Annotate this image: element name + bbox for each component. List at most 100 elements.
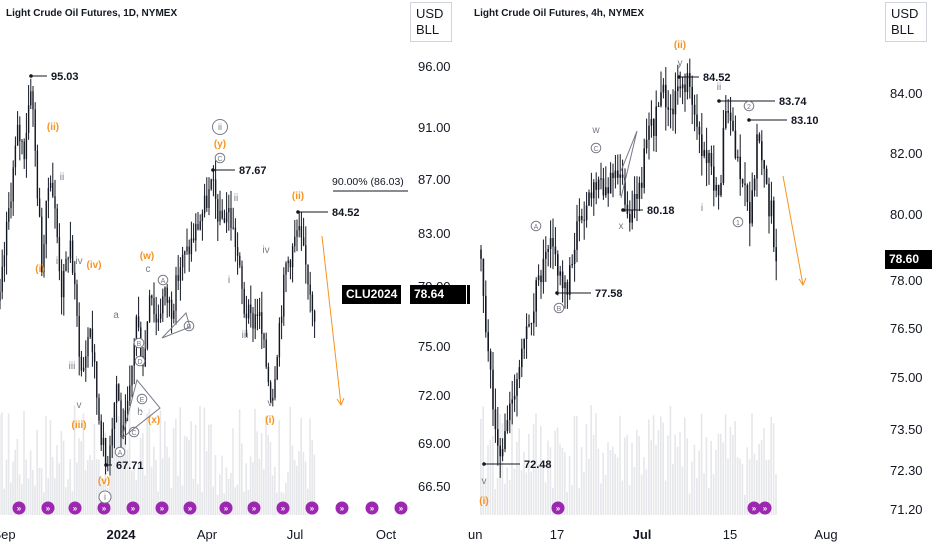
- unit-currency: USD: [891, 6, 919, 21]
- candle-body: [283, 274, 285, 317]
- candle-body: [713, 166, 715, 191]
- volume-bar: [523, 451, 525, 515]
- last-price-tag: 78.60: [885, 250, 932, 269]
- volume-bar: [736, 457, 739, 515]
- candle-body: [221, 210, 223, 219]
- candle-body: [753, 178, 756, 191]
- daily-chart-panel[interactable]: 96.0091.0087.0083.0079.0075.0072.0069.00…: [0, 0, 470, 550]
- volume-bar: [760, 440, 763, 515]
- candle-body: [689, 73, 691, 87]
- candle-body: [294, 236, 296, 247]
- four-hour-chart-panel[interactable]: 84.00 82.00 80.00 78.00 76.50 75.00 73.50 72.30…: [466, 0, 932, 550]
- volume-bar: [285, 482, 287, 515]
- volume-bar: [179, 407, 181, 515]
- candle-body: [241, 265, 243, 289]
- volume-bar: [32, 469, 34, 515]
- price-axis-tick: 72.30: [890, 463, 923, 478]
- volume-bar: [739, 458, 741, 515]
- volume-bar: [27, 478, 30, 515]
- wave-label-gray: i: [56, 256, 58, 267]
- volume-bar: [271, 475, 274, 515]
- volume-bar: [696, 478, 698, 515]
- candle-body: [588, 192, 590, 206]
- candle-body: [113, 402, 116, 429]
- candle-body: [285, 263, 287, 275]
- volume-bar: [93, 424, 96, 515]
- candle-body: [175, 275, 177, 311]
- candle-body: [614, 170, 617, 179]
- unit-measure: BLL: [891, 22, 915, 37]
- volume-bar: [540, 426, 542, 515]
- volume-bar: [91, 460, 93, 515]
- candle-body: [650, 119, 653, 126]
- candle-body: [98, 397, 100, 421]
- event-icon: [551, 501, 565, 515]
- candle-body: [100, 420, 102, 445]
- volume-bar: [612, 446, 614, 515]
- candle-body: [67, 258, 69, 260]
- volume-bar: [194, 424, 197, 515]
- volume-bar: [164, 420, 166, 515]
- event-icon-glyph: »: [281, 504, 286, 513]
- time-axis-tick: Aug: [814, 527, 837, 542]
- event-icon: [335, 501, 349, 515]
- candle-body: [179, 267, 182, 281]
- volume-bar: [691, 461, 693, 515]
- candle-body: [672, 108, 674, 115]
- volume-bar: [501, 423, 504, 515]
- volume-bar: [729, 427, 732, 515]
- candle-body: [501, 448, 504, 457]
- time-axis-tick: 2024: [107, 527, 137, 542]
- wave-label-circled: [212, 119, 228, 135]
- volume-bar: [652, 415, 655, 515]
- wave-label-orange: (i): [479, 496, 488, 507]
- volume-bar: [234, 487, 236, 515]
- candle-body: [758, 134, 761, 142]
- volume-bar: [768, 459, 770, 515]
- wave-label-circled-text: A: [118, 450, 123, 457]
- four-hour-chart-canvas[interactable]: 84.00 82.00 80.00 78.00 76.50 75.00 73.50 72.30…: [466, 0, 932, 550]
- daily-chart-canvas[interactable]: 96.0091.0087.0083.0079.0075.0072.0069.00…: [0, 0, 466, 550]
- callout-price: 95.03: [51, 71, 79, 83]
- candle-body: [506, 420, 509, 432]
- candle-body: [770, 200, 773, 217]
- candle-body: [593, 182, 595, 199]
- wave-label-gray: c: [146, 264, 151, 275]
- volume-bar: [590, 405, 592, 515]
- volume-bar: [188, 440, 190, 515]
- volume-bar: [208, 424, 210, 515]
- candle-body: [199, 221, 201, 230]
- volume-bar: [684, 417, 686, 515]
- wave-label-gray: a: [113, 310, 119, 321]
- candle-body: [585, 205, 588, 221]
- volume-bar: [124, 441, 126, 515]
- candle-body: [250, 304, 252, 313]
- volume-bar: [120, 422, 122, 515]
- candle-body: [47, 187, 50, 201]
- candle-body: [485, 295, 487, 333]
- price-axis-tick: 66.50: [418, 479, 451, 494]
- candle-body: [184, 251, 186, 255]
- candle-body: [537, 275, 540, 281]
- volume-bar: [717, 433, 720, 515]
- volume-bar: [238, 409, 241, 515]
- candle-body: [701, 134, 703, 157]
- candle-body: [52, 182, 54, 197]
- projection-arrow: [782, 175, 804, 286]
- volume-bar: [568, 455, 571, 515]
- candle-body: [126, 400, 129, 411]
- wave-label-circled: [98, 490, 112, 504]
- wave-label-orange: (i): [35, 264, 44, 275]
- volume-bar: [775, 474, 777, 515]
- volume-bar: [126, 449, 129, 515]
- event-icon-glyph: »: [752, 504, 757, 513]
- candle-body: [525, 326, 528, 340]
- volume-bar: [650, 439, 652, 515]
- candle-body: [617, 170, 619, 178]
- candle-body: [765, 168, 768, 184]
- volume-bar: [113, 422, 115, 515]
- price-axis-tick: 78.00: [890, 273, 923, 288]
- volume-bar: [115, 412, 118, 515]
- candle-body: [217, 199, 219, 222]
- event-icon-glyph: »: [763, 504, 768, 513]
